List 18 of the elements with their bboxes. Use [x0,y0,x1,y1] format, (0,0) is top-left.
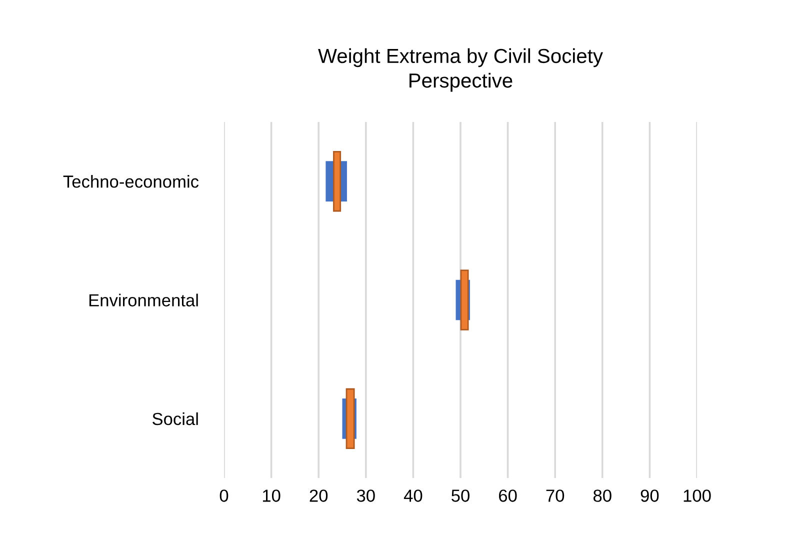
y-tick-label: Social [152,412,198,426]
x-tick-label: 80 [594,490,612,502]
x-tick-label: 100 [684,490,711,502]
chart-title: Weight Extrema by Civil Society Perspective [318,48,603,92]
x-tick-label: 50 [452,490,470,502]
bar [333,150,342,212]
x-tick-label: 30 [356,490,375,502]
x-tick-label: 90 [640,490,659,502]
x-tick-label: 10 [262,490,280,502]
x-tick-label: 60 [499,490,517,502]
y-tick-label: Environmental [89,294,198,306]
x-tick-label: 40 [404,490,422,502]
bar [460,270,469,330]
x-tick-label: 70 [546,490,564,502]
y-tick-label: Techno-economic [63,175,199,188]
bar [346,388,355,450]
x-tick-label: 20 [310,490,328,502]
x-tick-label: 0 [220,490,228,502]
